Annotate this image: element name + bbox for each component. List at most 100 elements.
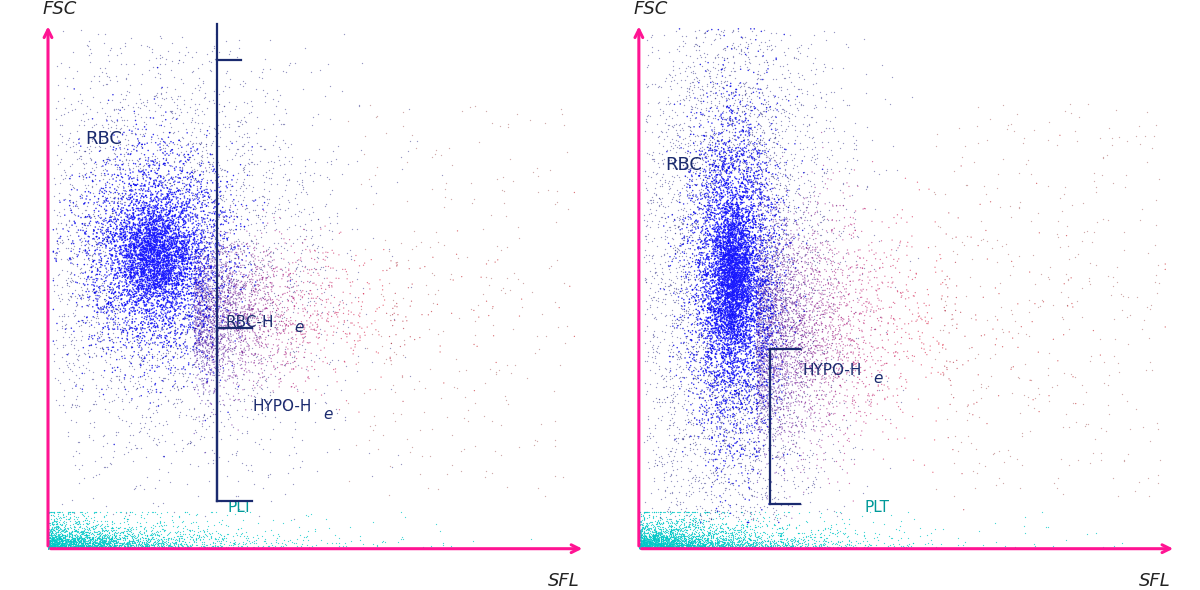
- Point: [745, 455, 764, 465]
- Point: [268, 309, 287, 319]
- Point: [132, 543, 151, 553]
- Point: [708, 405, 727, 415]
- Point: [76, 532, 95, 542]
- Point: [718, 347, 737, 356]
- Point: [137, 258, 156, 268]
- Point: [919, 290, 938, 300]
- Point: [726, 512, 745, 522]
- Point: [175, 353, 194, 363]
- Point: [752, 277, 772, 286]
- Point: [760, 86, 779, 96]
- Point: [78, 516, 97, 525]
- Point: [216, 186, 235, 196]
- Point: [780, 238, 799, 248]
- Point: [782, 513, 802, 523]
- Point: [223, 199, 242, 208]
- Point: [754, 293, 773, 302]
- Point: [150, 160, 169, 170]
- Point: [1093, 542, 1112, 552]
- Point: [43, 247, 62, 257]
- Point: [774, 198, 793, 208]
- Point: [696, 274, 715, 284]
- Point: [829, 215, 848, 225]
- Point: [742, 290, 761, 299]
- Point: [737, 542, 756, 551]
- Point: [636, 114, 655, 123]
- Point: [227, 319, 246, 329]
- Point: [751, 201, 770, 211]
- Point: [142, 215, 161, 224]
- Point: [647, 539, 666, 548]
- Text: HYPO-H: HYPO-H: [803, 363, 862, 378]
- Point: [167, 241, 186, 250]
- Point: [115, 305, 134, 314]
- Point: [756, 341, 775, 350]
- Point: [812, 372, 832, 382]
- Point: [720, 248, 739, 257]
- Point: [50, 542, 70, 551]
- Point: [631, 543, 650, 552]
- Point: [704, 164, 724, 173]
- Point: [145, 260, 164, 270]
- Point: [642, 155, 661, 164]
- Point: [154, 230, 173, 239]
- Point: [653, 519, 672, 528]
- Point: [137, 198, 156, 208]
- Point: [146, 268, 166, 278]
- Point: [770, 181, 790, 190]
- Point: [774, 47, 793, 57]
- Point: [134, 484, 154, 494]
- Point: [726, 310, 745, 320]
- Point: [170, 268, 190, 277]
- Point: [732, 229, 751, 238]
- Point: [215, 383, 234, 392]
- Point: [86, 270, 106, 279]
- Point: [186, 281, 205, 291]
- Point: [715, 247, 734, 257]
- Point: [184, 544, 203, 553]
- Point: [95, 284, 114, 294]
- Point: [798, 542, 817, 551]
- Point: [97, 313, 116, 323]
- Point: [740, 231, 760, 240]
- Point: [749, 275, 768, 284]
- Point: [845, 309, 864, 319]
- Point: [266, 132, 286, 141]
- Point: [857, 382, 876, 391]
- Point: [724, 412, 743, 421]
- Point: [710, 297, 730, 306]
- Point: [706, 378, 725, 388]
- Point: [702, 234, 721, 244]
- Point: [798, 382, 817, 391]
- Point: [841, 164, 860, 173]
- Point: [750, 279, 769, 289]
- Point: [709, 276, 728, 285]
- Point: [740, 242, 760, 251]
- Point: [721, 233, 740, 242]
- Point: [149, 289, 168, 298]
- Point: [250, 358, 269, 368]
- Point: [48, 540, 67, 549]
- Point: [691, 301, 710, 311]
- Point: [193, 389, 212, 398]
- Point: [756, 254, 775, 264]
- Point: [118, 265, 137, 274]
- Point: [144, 232, 163, 241]
- Point: [722, 369, 742, 378]
- Point: [138, 204, 157, 213]
- Point: [46, 543, 65, 553]
- Point: [768, 105, 787, 114]
- Point: [712, 255, 731, 264]
- Point: [688, 520, 707, 530]
- Point: [694, 318, 713, 327]
- Point: [143, 255, 162, 264]
- Point: [193, 328, 212, 337]
- Point: [824, 543, 844, 553]
- Point: [739, 543, 758, 553]
- Point: [732, 173, 751, 182]
- Point: [715, 327, 734, 337]
- Point: [154, 314, 173, 324]
- Point: [732, 261, 751, 270]
- Point: [730, 257, 749, 266]
- Point: [776, 231, 796, 240]
